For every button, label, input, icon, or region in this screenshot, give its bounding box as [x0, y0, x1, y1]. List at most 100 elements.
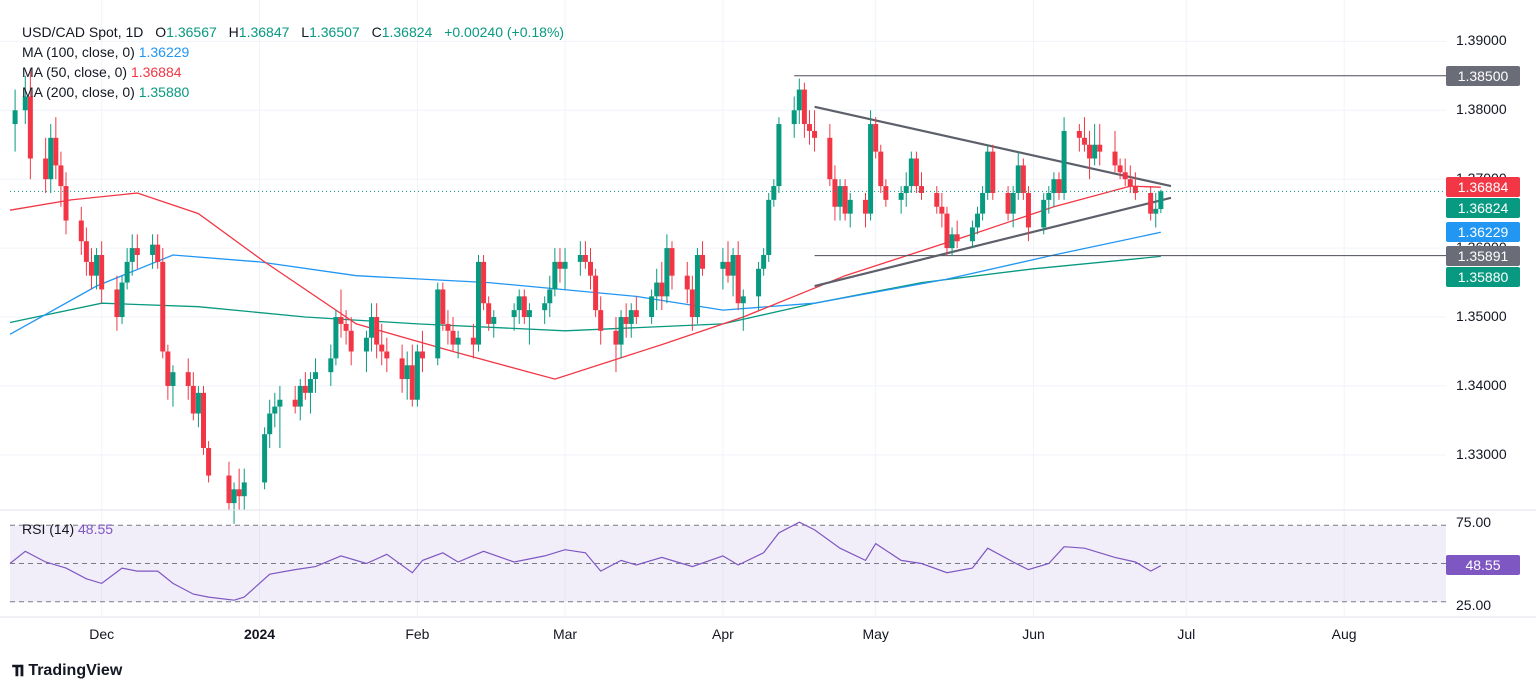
- support-level-tag: 1.35891: [1446, 245, 1520, 266]
- candle-body: [694, 255, 700, 318]
- candle-body: [414, 351, 420, 400]
- candle-body: [761, 255, 767, 269]
- candle-body: [160, 261, 166, 352]
- candle-body: [435, 289, 441, 359]
- ma-line: [9, 185, 1161, 380]
- candle-body: [206, 447, 212, 476]
- candle-body: [598, 310, 604, 331]
- candle-body: [812, 130, 818, 138]
- symbol-title[interactable]: USD/CAD Spot, 1D: [22, 24, 144, 40]
- time-axis-label: 2024: [243, 626, 276, 642]
- candle-body: [1148, 192, 1154, 214]
- candle-body: [78, 220, 84, 242]
- candle-body: [450, 330, 456, 345]
- candle-body: [582, 255, 588, 262]
- candle-body: [593, 275, 599, 311]
- rsi-legend[interactable]: RSI (14) 48.55: [22, 521, 113, 537]
- rsi-lower-label: 25.00: [1456, 597, 1492, 613]
- candle-body: [1061, 130, 1067, 193]
- candle-body: [1010, 192, 1016, 214]
- candle-body: [1092, 144, 1098, 159]
- time-axis-label: Apr: [712, 626, 734, 642]
- candle-body: [445, 323, 451, 331]
- candle-body: [272, 406, 278, 414]
- candle-body: [1132, 186, 1138, 193]
- candle-body: [689, 289, 695, 318]
- candle-body: [155, 244, 161, 262]
- candle-body: [511, 310, 517, 318]
- candle-body: [1015, 165, 1021, 193]
- ma50-label: MA (50, close, 0): [22, 64, 128, 80]
- price-axis-label: 1.35000: [1456, 308, 1507, 325]
- ma200-label: MA (200, close, 0): [22, 84, 135, 100]
- candle-body: [1056, 179, 1062, 193]
- ma200-legend[interactable]: MA (200, close, 0) 1.35880: [22, 82, 564, 102]
- horizontal-levels[interactable]: [794, 75, 1446, 257]
- rsi-band: [10, 525, 1446, 602]
- candle-body: [1081, 137, 1087, 145]
- candle-body: [363, 337, 369, 352]
- candle-body: [63, 186, 69, 221]
- candle-body: [720, 261, 726, 269]
- candle-body: [521, 296, 527, 318]
- ma50-legend[interactable]: MA (50, close, 0) 1.36884: [22, 62, 564, 82]
- ma100-legend[interactable]: MA (100, close, 0) 1.36229: [22, 42, 564, 62]
- candle-body: [1153, 208, 1159, 214]
- candle-body: [898, 192, 904, 200]
- ohlc-row: USD/CAD Spot, 1D O1.36567 H1.36847 L1.36…: [22, 22, 564, 42]
- candle-body: [338, 317, 344, 324]
- candle-body: [1097, 144, 1103, 152]
- ma50-value: 1.36884: [130, 64, 182, 80]
- candle-body: [664, 248, 670, 297]
- candle-body: [740, 296, 746, 304]
- candle-body: [134, 248, 140, 255]
- grid-lines: [0, 0, 1446, 617]
- candle-body: [949, 234, 955, 249]
- candle-body: [440, 289, 446, 324]
- candle-body: [343, 323, 349, 331]
- candle-body: [94, 255, 100, 276]
- candle-body: [837, 186, 843, 207]
- candle-body: [491, 317, 497, 324]
- candle-body: [1041, 199, 1047, 228]
- trendline-lower: [814, 196, 1172, 288]
- candle-body: [669, 248, 675, 276]
- candle-body: [475, 261, 481, 345]
- time-axis-label: Mar: [552, 626, 578, 642]
- candle-body: [878, 151, 884, 187]
- candle-body: [944, 213, 950, 249]
- change-value: +0.00240 (+0.18%): [444, 24, 565, 40]
- candle-body: [292, 399, 298, 407]
- time-axis-label: Dec: [89, 626, 115, 642]
- candle-body: [114, 289, 120, 318]
- candle-body: [684, 275, 690, 290]
- tradingview-icon: 𝐓𝐈: [12, 662, 24, 680]
- ma50-tag: 1.36884: [1446, 177, 1520, 198]
- candle-body: [328, 358, 334, 373]
- ma100-label: MA (100, close, 0): [22, 44, 135, 60]
- candle-body: [348, 330, 354, 352]
- candle-body: [22, 96, 28, 111]
- candle-body: [129, 248, 135, 262]
- candle-body: [1112, 151, 1118, 166]
- ma100-value: 1.36229: [138, 44, 190, 60]
- candle-body: [236, 489, 242, 497]
- high-value: 1.36847: [238, 24, 290, 40]
- candle-body: [88, 261, 94, 276]
- candle-body: [980, 192, 986, 214]
- candle-body: [12, 110, 18, 125]
- candle-body: [231, 489, 237, 504]
- candle-body: [649, 296, 655, 318]
- tradingview-logo[interactable]: 𝐓𝐈 TradingView: [12, 662, 122, 680]
- candle-body: [725, 261, 731, 276]
- candle-body: [618, 317, 624, 345]
- candle-body: [827, 137, 833, 180]
- candle-body: [771, 186, 777, 200]
- candle-body: [374, 317, 380, 345]
- candle-body: [1127, 179, 1133, 187]
- ma200-tag: 1.35880: [1446, 266, 1520, 287]
- candle-body: [170, 372, 176, 386]
- candle-body: [868, 124, 874, 214]
- moving-averages: [9, 185, 1161, 380]
